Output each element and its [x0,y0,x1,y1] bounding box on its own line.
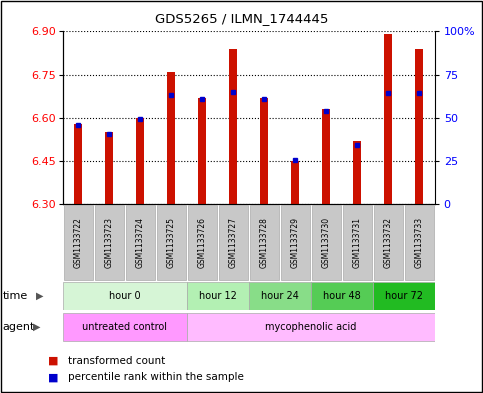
Text: GSM1133724: GSM1133724 [136,217,145,268]
FancyBboxPatch shape [250,205,279,280]
FancyBboxPatch shape [374,205,403,280]
FancyBboxPatch shape [312,205,341,280]
Bar [229,49,237,204]
Text: untreated control: untreated control [82,322,167,332]
FancyBboxPatch shape [156,205,186,280]
Text: time: time [2,291,28,301]
Text: ▶: ▶ [36,291,44,301]
FancyBboxPatch shape [188,205,217,280]
Text: GSM1133727: GSM1133727 [229,217,238,268]
FancyBboxPatch shape [187,313,435,341]
Bar [260,98,268,204]
Text: ▶: ▶ [33,322,41,332]
Text: GSM1133731: GSM1133731 [353,217,362,268]
Bar [291,161,299,204]
Bar [168,72,175,204]
Text: GSM1133722: GSM1133722 [74,217,83,268]
FancyBboxPatch shape [63,313,187,341]
FancyBboxPatch shape [405,205,434,280]
Bar [136,118,144,204]
Text: percentile rank within the sample: percentile rank within the sample [68,372,243,382]
Text: hour 48: hour 48 [323,291,361,301]
Text: GSM1133728: GSM1133728 [260,217,269,268]
FancyBboxPatch shape [311,282,373,310]
Text: hour 24: hour 24 [261,291,298,301]
FancyBboxPatch shape [64,205,93,280]
FancyBboxPatch shape [219,205,248,280]
FancyBboxPatch shape [249,282,311,310]
Text: GSM1133732: GSM1133732 [384,217,393,268]
FancyBboxPatch shape [281,205,310,280]
FancyBboxPatch shape [126,205,155,280]
Text: GSM1133723: GSM1133723 [105,217,114,268]
FancyBboxPatch shape [342,205,372,280]
Bar [384,34,392,204]
Bar [322,109,330,204]
Text: GSM1133729: GSM1133729 [291,217,300,268]
Text: agent: agent [2,322,35,332]
Text: GSM1133733: GSM1133733 [415,217,424,268]
Text: transformed count: transformed count [68,356,165,366]
Bar [415,49,423,204]
FancyBboxPatch shape [373,282,435,310]
Text: GDS5265 / ILMN_1744445: GDS5265 / ILMN_1744445 [155,12,328,25]
Text: ■: ■ [48,372,59,382]
Bar [199,98,206,204]
Text: hour 72: hour 72 [384,291,423,301]
Text: GSM1133725: GSM1133725 [167,217,176,268]
Text: GSM1133726: GSM1133726 [198,217,207,268]
FancyBboxPatch shape [95,205,124,280]
Bar [74,124,82,204]
Text: mycophenolic acid: mycophenolic acid [265,322,356,332]
FancyBboxPatch shape [63,282,187,310]
Bar [354,141,361,204]
FancyBboxPatch shape [187,282,249,310]
Text: GSM1133730: GSM1133730 [322,217,331,268]
Bar [105,132,113,204]
Text: ■: ■ [48,356,59,366]
Text: hour 0: hour 0 [109,291,141,301]
Text: hour 12: hour 12 [199,291,237,301]
